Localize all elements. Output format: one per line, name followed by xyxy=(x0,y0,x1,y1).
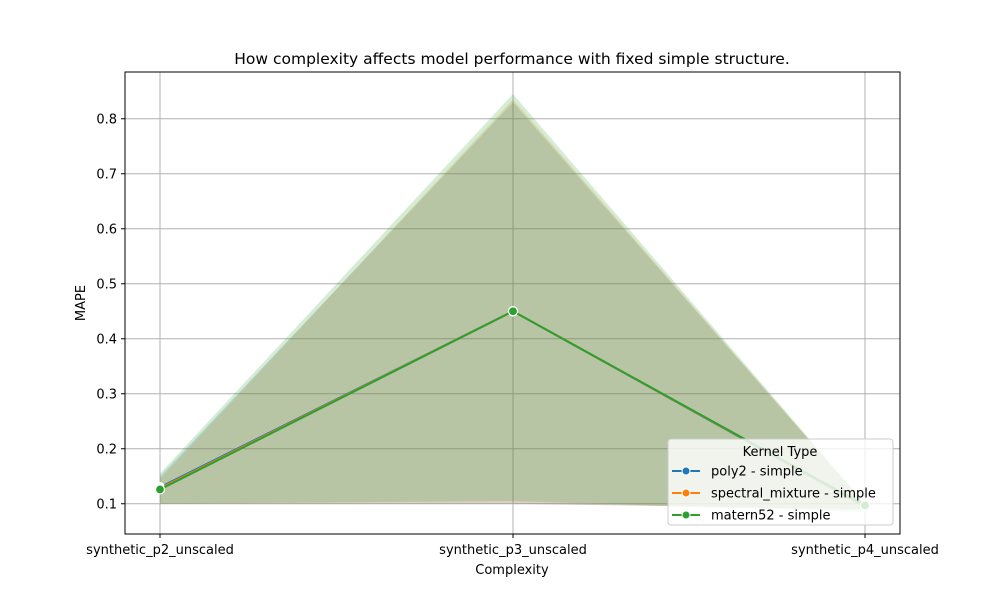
chart-title: How complexity affects model performance… xyxy=(234,50,790,68)
y-tick-label: 0.3 xyxy=(96,387,117,402)
x-axis-label: Complexity xyxy=(475,563,549,578)
legend-label: poly2 - simple xyxy=(711,465,803,480)
y-tick-label: 0.8 xyxy=(96,112,117,127)
legend-marker xyxy=(681,466,691,476)
x-tick-label: synthetic_p2_unscaled xyxy=(86,543,234,558)
legend-items: poly2 - simple spectral_mixture - simple m… xyxy=(672,465,876,524)
y-axis-label: MAPE xyxy=(74,285,89,321)
data-point xyxy=(154,484,166,495)
legend-label: spectral_mixture - simple xyxy=(711,487,876,502)
x-tick-label: synthetic_p4_unscaled xyxy=(791,543,939,558)
y-tick-label: 0.2 xyxy=(96,442,117,457)
legend-marker xyxy=(681,488,691,498)
legend-label: matern52 - simple xyxy=(711,509,831,524)
confidence-band xyxy=(160,99,865,510)
y-tick-label: 0.5 xyxy=(96,277,117,292)
legend-marker xyxy=(681,510,691,520)
legend-title: Kernel Type xyxy=(743,445,818,460)
y-tick-label: 0.6 xyxy=(96,222,117,237)
x-tick-label: synthetic_p3_unscaled xyxy=(439,543,587,558)
grid xyxy=(125,72,900,534)
y-tick-label: 0.1 xyxy=(96,497,117,512)
y-tick-label: 0.4 xyxy=(96,332,117,347)
legend: Kernel Type poly2 - simple spectral_mixtu… xyxy=(667,438,894,526)
y-tick-label: 0.7 xyxy=(96,167,117,182)
legend-box xyxy=(667,438,894,526)
axes: 0.1 0.2 0.3 0.4 0.5 0.6 0.7 0.8 synthetic_p2_uns… xyxy=(86,112,939,558)
data-point xyxy=(507,306,519,317)
